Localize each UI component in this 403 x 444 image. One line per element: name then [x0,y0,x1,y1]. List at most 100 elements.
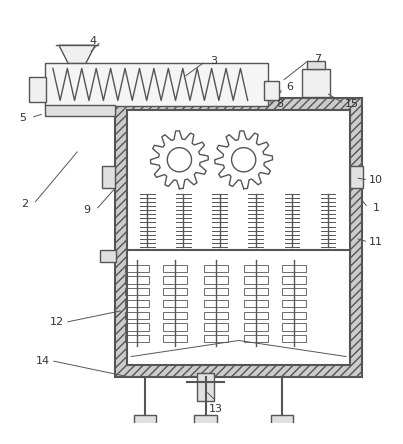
Polygon shape [59,45,95,63]
Bar [137,265,149,272]
Bar [216,335,228,342]
Text: 10: 10 [369,175,383,185]
Text: 14: 14 [36,356,50,365]
Bar [204,277,216,284]
Bar [134,415,156,424]
Text: 15: 15 [345,99,359,108]
Bar [271,415,293,424]
Bar [163,312,175,319]
Bar [282,300,294,307]
Bar [294,288,306,295]
Bar [175,265,187,272]
Bar [163,288,175,295]
Text: 11: 11 [369,237,383,247]
Bar [137,324,149,331]
Bar [204,312,216,319]
Text: 6: 6 [287,83,293,92]
Bar [175,324,187,331]
Bar [163,300,175,307]
Text: 2: 2 [21,199,28,209]
Text: 5: 5 [19,113,26,123]
Bar [125,335,137,342]
Bar [45,105,115,115]
Bar [244,277,256,284]
Bar [282,335,294,342]
Bar [163,265,175,272]
Text: 12: 12 [50,317,64,327]
Bar [244,288,256,295]
Bar [125,288,137,295]
Bar [137,300,149,307]
Bar [137,312,149,319]
Bar [100,250,116,262]
Bar [244,300,256,307]
Bar [294,277,306,284]
Bar [294,265,306,272]
Bar [175,335,187,342]
Text: 8: 8 [276,99,283,108]
Bar [29,77,46,102]
Bar [264,81,279,99]
Text: 4: 4 [89,36,97,46]
Bar [204,265,216,272]
Bar [244,335,256,342]
Bar [125,324,137,331]
Bar [163,324,175,331]
Bar [175,288,187,295]
Bar [115,98,362,377]
Bar [204,324,216,331]
Bar [137,277,149,284]
Bar [137,288,149,295]
Bar [127,110,350,365]
Bar [294,335,306,342]
Bar [125,277,137,284]
Bar [244,324,256,331]
Bar [197,373,214,401]
Bar [175,300,187,307]
Text: 7: 7 [314,54,322,64]
Bar [294,300,306,307]
Bar [282,265,294,272]
Bar [256,335,268,342]
Bar [125,300,137,307]
Text: 3: 3 [210,56,217,66]
Bar [125,265,137,272]
Bar [163,277,175,284]
Bar [125,312,137,319]
Bar [175,312,187,319]
Bar [216,288,228,295]
Bar [350,166,363,188]
Bar [256,300,268,307]
Bar [204,288,216,295]
Text: 1: 1 [373,203,380,213]
Bar [256,312,268,319]
Text: 13: 13 [209,404,222,414]
Bar [244,312,256,319]
Bar [216,265,228,272]
Bar [302,68,330,97]
Bar [216,312,228,319]
Bar [137,335,149,342]
Bar [163,335,175,342]
Bar [216,300,228,307]
Bar [294,324,306,331]
Bar [256,277,268,284]
Bar [216,324,228,331]
Bar [45,63,268,106]
Circle shape [232,148,256,172]
Circle shape [167,148,191,172]
Bar [204,335,216,342]
Bar [256,324,268,331]
Bar [175,277,187,284]
Bar [244,265,256,272]
Bar [307,61,325,68]
Bar [294,312,306,319]
Bar [216,277,228,284]
Text: 9: 9 [83,205,91,215]
Bar [115,98,362,377]
Bar [282,324,294,331]
Bar [195,415,216,424]
Bar [282,312,294,319]
Bar [282,277,294,284]
Bar [282,288,294,295]
